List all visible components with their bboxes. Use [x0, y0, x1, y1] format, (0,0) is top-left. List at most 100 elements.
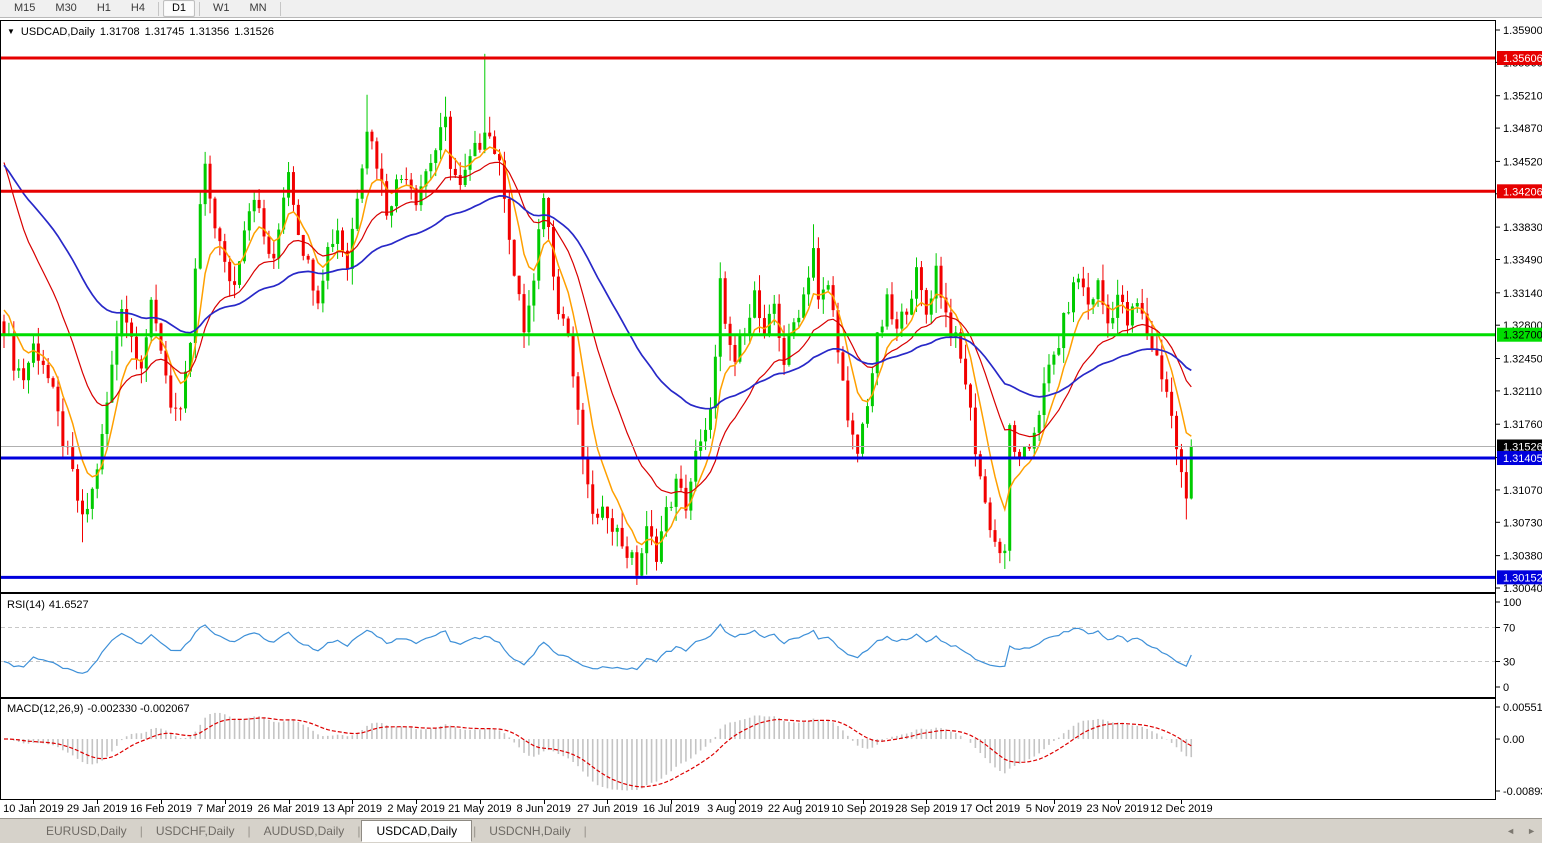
candle-body [983, 476, 987, 503]
timeframe-button-m15[interactable]: M15 [14, 2, 36, 14]
candle-body [203, 163, 207, 205]
candle-body [1037, 414, 1041, 433]
candle-body [1155, 348, 1159, 356]
candle-body [684, 487, 688, 511]
candlesticks [2, 53, 1193, 585]
candle-body [748, 317, 752, 334]
price-badge-label: 1.35606 [1503, 53, 1542, 65]
chart-dropdown-icon[interactable]: ▼ [7, 27, 15, 36]
date-tick [926, 800, 928, 804]
candle-body [17, 368, 21, 371]
timeframe-button-h4[interactable]: H4 [130, 2, 145, 14]
symbol-period-label: USDCAD,Daily [20, 26, 95, 38]
candle-body [650, 526, 654, 537]
candle-body [1047, 364, 1051, 384]
date-tick [97, 800, 99, 804]
candle-body [1003, 550, 1007, 554]
candle-body [404, 179, 408, 181]
candle-body [1067, 312, 1071, 314]
candle-body [252, 199, 256, 212]
candle-body [811, 248, 815, 278]
level-lines [1, 56, 1495, 579]
candle-body [915, 267, 919, 299]
candle-body [718, 278, 722, 357]
chart-tab-usdcad[interactable]: USDCAD,Daily [361, 820, 473, 842]
date-label: 13 Apr 2019 [322, 803, 382, 815]
candle-body [988, 502, 992, 531]
price-chart-svg[interactable]: 1.359001.355601.352101.348701.345201.341… [0, 18, 1542, 800]
price-badge-label: 1.31405 [1503, 453, 1542, 465]
candle-body [787, 333, 791, 365]
date-tick [1053, 800, 1055, 804]
candle-body [939, 265, 943, 298]
candle-body [782, 337, 786, 365]
tab-scroll-left-icon[interactable]: ◄ [1506, 826, 1516, 836]
candle-body [218, 228, 222, 242]
candle-body [262, 208, 266, 237]
candle-body [620, 527, 624, 547]
candle-body [704, 429, 708, 442]
candle-body [444, 116, 448, 128]
candle-body [267, 236, 271, 254]
candle-body [76, 469, 80, 501]
price-axis[interactable]: 1.359001.355601.352101.348701.345201.341… [1496, 25, 1542, 798]
candle-body [12, 334, 16, 371]
candle-body [46, 364, 50, 379]
date-label: 23 Nov 2019 [1086, 803, 1149, 815]
price-tick-label: 1.30730 [1503, 517, 1542, 529]
tab-scroll-right-icon[interactable]: ► [1527, 826, 1536, 836]
macd-values: -0.002330 -0.002067 [87, 703, 190, 715]
chart-tab-usdchf[interactable]: USDCHF,Daily [155, 824, 235, 838]
candle-body [610, 518, 614, 532]
candle-body [331, 243, 335, 247]
candle-body [1189, 446, 1193, 499]
candle-body [826, 285, 830, 290]
price-badge-pivot [1497, 327, 1542, 342]
candle-body [213, 198, 217, 229]
chart-tab-eurusd[interactable]: EURUSD,Daily [46, 824, 127, 838]
date-label: 12 Dec 2019 [1150, 803, 1213, 815]
timeframe-button-m30[interactable]: M30 [55, 2, 77, 14]
date-tick [416, 800, 418, 804]
quote-low: 1.31356 [189, 26, 230, 38]
timeframe-button-w1[interactable]: W1 [213, 2, 230, 14]
date-tick [862, 800, 864, 804]
candle-body [1121, 294, 1125, 303]
candle-body [532, 280, 536, 306]
fast-ma-line [3, 146, 1192, 546]
timeframe-button-h1[interactable]: H1 [96, 2, 111, 14]
candle-body [360, 168, 364, 199]
price-tick-label: 1.33830 [1503, 222, 1542, 234]
candle-body [640, 553, 644, 576]
candle-body [56, 386, 60, 412]
timeframe-button-d1[interactable]: D1 [162, 0, 195, 17]
candle-body [277, 229, 281, 259]
macd-signal-line [4, 717, 1192, 788]
date-tick [990, 800, 992, 804]
candle-body [51, 378, 55, 387]
time-axis[interactable]: 10 Jan 2019 29 Jan 2019 16 Feb 2019 7 Mar 2… [0, 800, 1542, 818]
rsi-value: 41.6527 [48, 599, 89, 611]
timeframe-button-mn[interactable]: MN [249, 2, 267, 14]
candle-body [507, 198, 511, 240]
rsi-tick-label: 70 [1503, 623, 1515, 635]
candle-body [694, 450, 698, 482]
candle-body [429, 162, 433, 172]
chart-tab-audusd[interactable]: AUDUSD,Daily [263, 824, 345, 838]
candle-body [2, 321, 6, 336]
candle-body [164, 350, 168, 376]
candle-body [198, 204, 202, 269]
candle-body [341, 230, 345, 251]
candle-body [1130, 306, 1134, 326]
tab-separator: | [583, 824, 587, 838]
candle-body [1179, 449, 1183, 473]
candle-body [502, 160, 506, 199]
candle-body [1022, 446, 1026, 459]
candle-body [910, 298, 914, 315]
candle-body [1072, 282, 1076, 313]
candle-body [973, 407, 977, 455]
price-badge-label: 1.34206 [1503, 186, 1542, 198]
rsi-tick-label: 100 [1503, 597, 1521, 609]
chart-tab-usdcnh[interactable]: USDCNH,Daily [489, 824, 571, 838]
chart-area[interactable]: 1.359001.355601.352101.348701.345201.341… [0, 18, 1542, 800]
